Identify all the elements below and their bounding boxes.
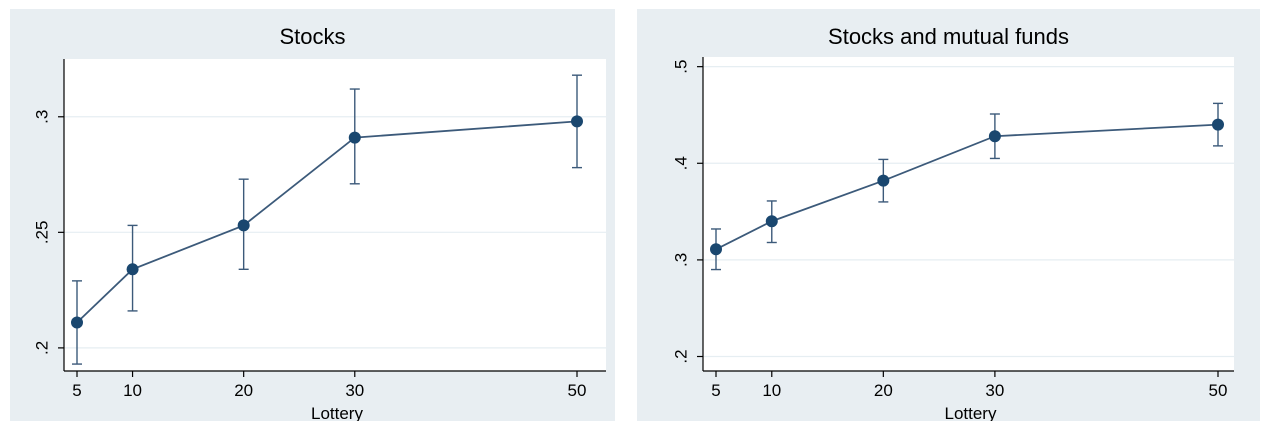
data-point: [877, 175, 889, 187]
chart-panel-1: .2 .25 .3 5 10 20 30 50 Stocks Lottery: [10, 9, 615, 421]
y-tick-label: .2: [33, 341, 52, 355]
x-tick-label: 30: [345, 381, 364, 400]
x-axis-label: Lottery: [311, 404, 363, 421]
data-point: [766, 215, 778, 227]
y-tick-label: .3: [33, 110, 52, 124]
chart-panel-2: .2 .3 .4 .5 5 10 20 30 50 Stocks and mutual funds…: [637, 9, 1260, 421]
data-point: [349, 132, 361, 144]
x-tick-label: 50: [568, 381, 587, 400]
x-tick-label: 50: [1209, 381, 1228, 400]
y-tick-label: .5: [672, 60, 691, 74]
y-tick-label: .3: [672, 253, 691, 267]
chart-title: Stocks and mutual funds: [828, 24, 1069, 49]
plot-area: [703, 57, 1234, 371]
data-point: [989, 130, 1001, 142]
data-point: [710, 243, 722, 255]
x-tick-label: 10: [123, 381, 142, 400]
x-tick-label: 30: [985, 381, 1004, 400]
data-point: [238, 219, 250, 231]
y-tick-label: .25: [33, 221, 52, 245]
x-tick-label: 5: [72, 381, 81, 400]
x-tick-label: 20: [234, 381, 253, 400]
data-point: [571, 115, 583, 127]
chart-title: Stocks: [279, 24, 345, 49]
data-point: [1212, 119, 1224, 131]
x-axis-label: Lottery: [945, 404, 997, 421]
plot-area: [64, 59, 606, 371]
y-tick-label: .4: [672, 156, 691, 170]
x-tick-label: 5: [711, 381, 720, 400]
x-tick-label: 20: [874, 381, 893, 400]
data-point: [127, 263, 139, 275]
data-point: [71, 316, 83, 328]
x-tick-label: 10: [762, 381, 781, 400]
y-tick-label: .2: [672, 349, 691, 363]
